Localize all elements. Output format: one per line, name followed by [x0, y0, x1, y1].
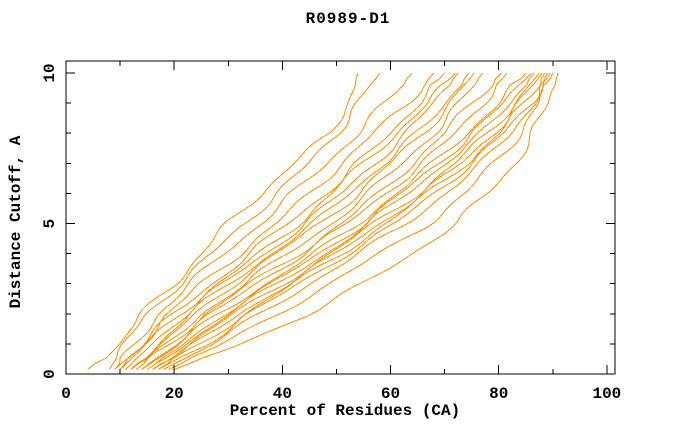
model-curve — [135, 72, 483, 370]
model-curve — [130, 72, 475, 370]
x-tick-label: 20 — [165, 385, 184, 403]
model-curve — [168, 72, 554, 370]
model-curve — [87, 72, 359, 370]
model-curve — [119, 72, 435, 370]
model-curve — [114, 72, 445, 370]
model-curve — [114, 72, 413, 370]
model-curve — [146, 72, 535, 370]
model-curve — [141, 72, 508, 370]
model-curve — [174, 72, 559, 370]
y-tick-label: 0 — [41, 369, 59, 379]
x-tick-label: 80 — [489, 385, 508, 403]
chart-title: R0989-D1 — [305, 10, 391, 28]
model-curves — [87, 72, 559, 370]
plot-border — [65, 60, 616, 375]
y-axis-label: Distance Cutoff, A — [7, 135, 25, 309]
model-curve — [108, 72, 381, 370]
model-curve — [146, 72, 532, 370]
y-tick-label: 5 — [41, 219, 59, 229]
x-tick-label: 100 — [592, 385, 621, 403]
model-curve — [141, 72, 527, 370]
x-axis-label: Percent of Residues (CA) — [229, 402, 461, 420]
model-curve — [119, 72, 456, 370]
model-curve — [163, 72, 551, 370]
x-tick-label: 0 — [61, 385, 71, 403]
x-tick-label: 40 — [273, 385, 292, 403]
model-curve — [152, 72, 540, 370]
y-tick-label: 10 — [41, 63, 59, 82]
x-tick-label: 60 — [381, 385, 400, 403]
model-curve — [125, 72, 459, 370]
model-curve — [157, 72, 548, 370]
model-curve — [130, 72, 470, 370]
